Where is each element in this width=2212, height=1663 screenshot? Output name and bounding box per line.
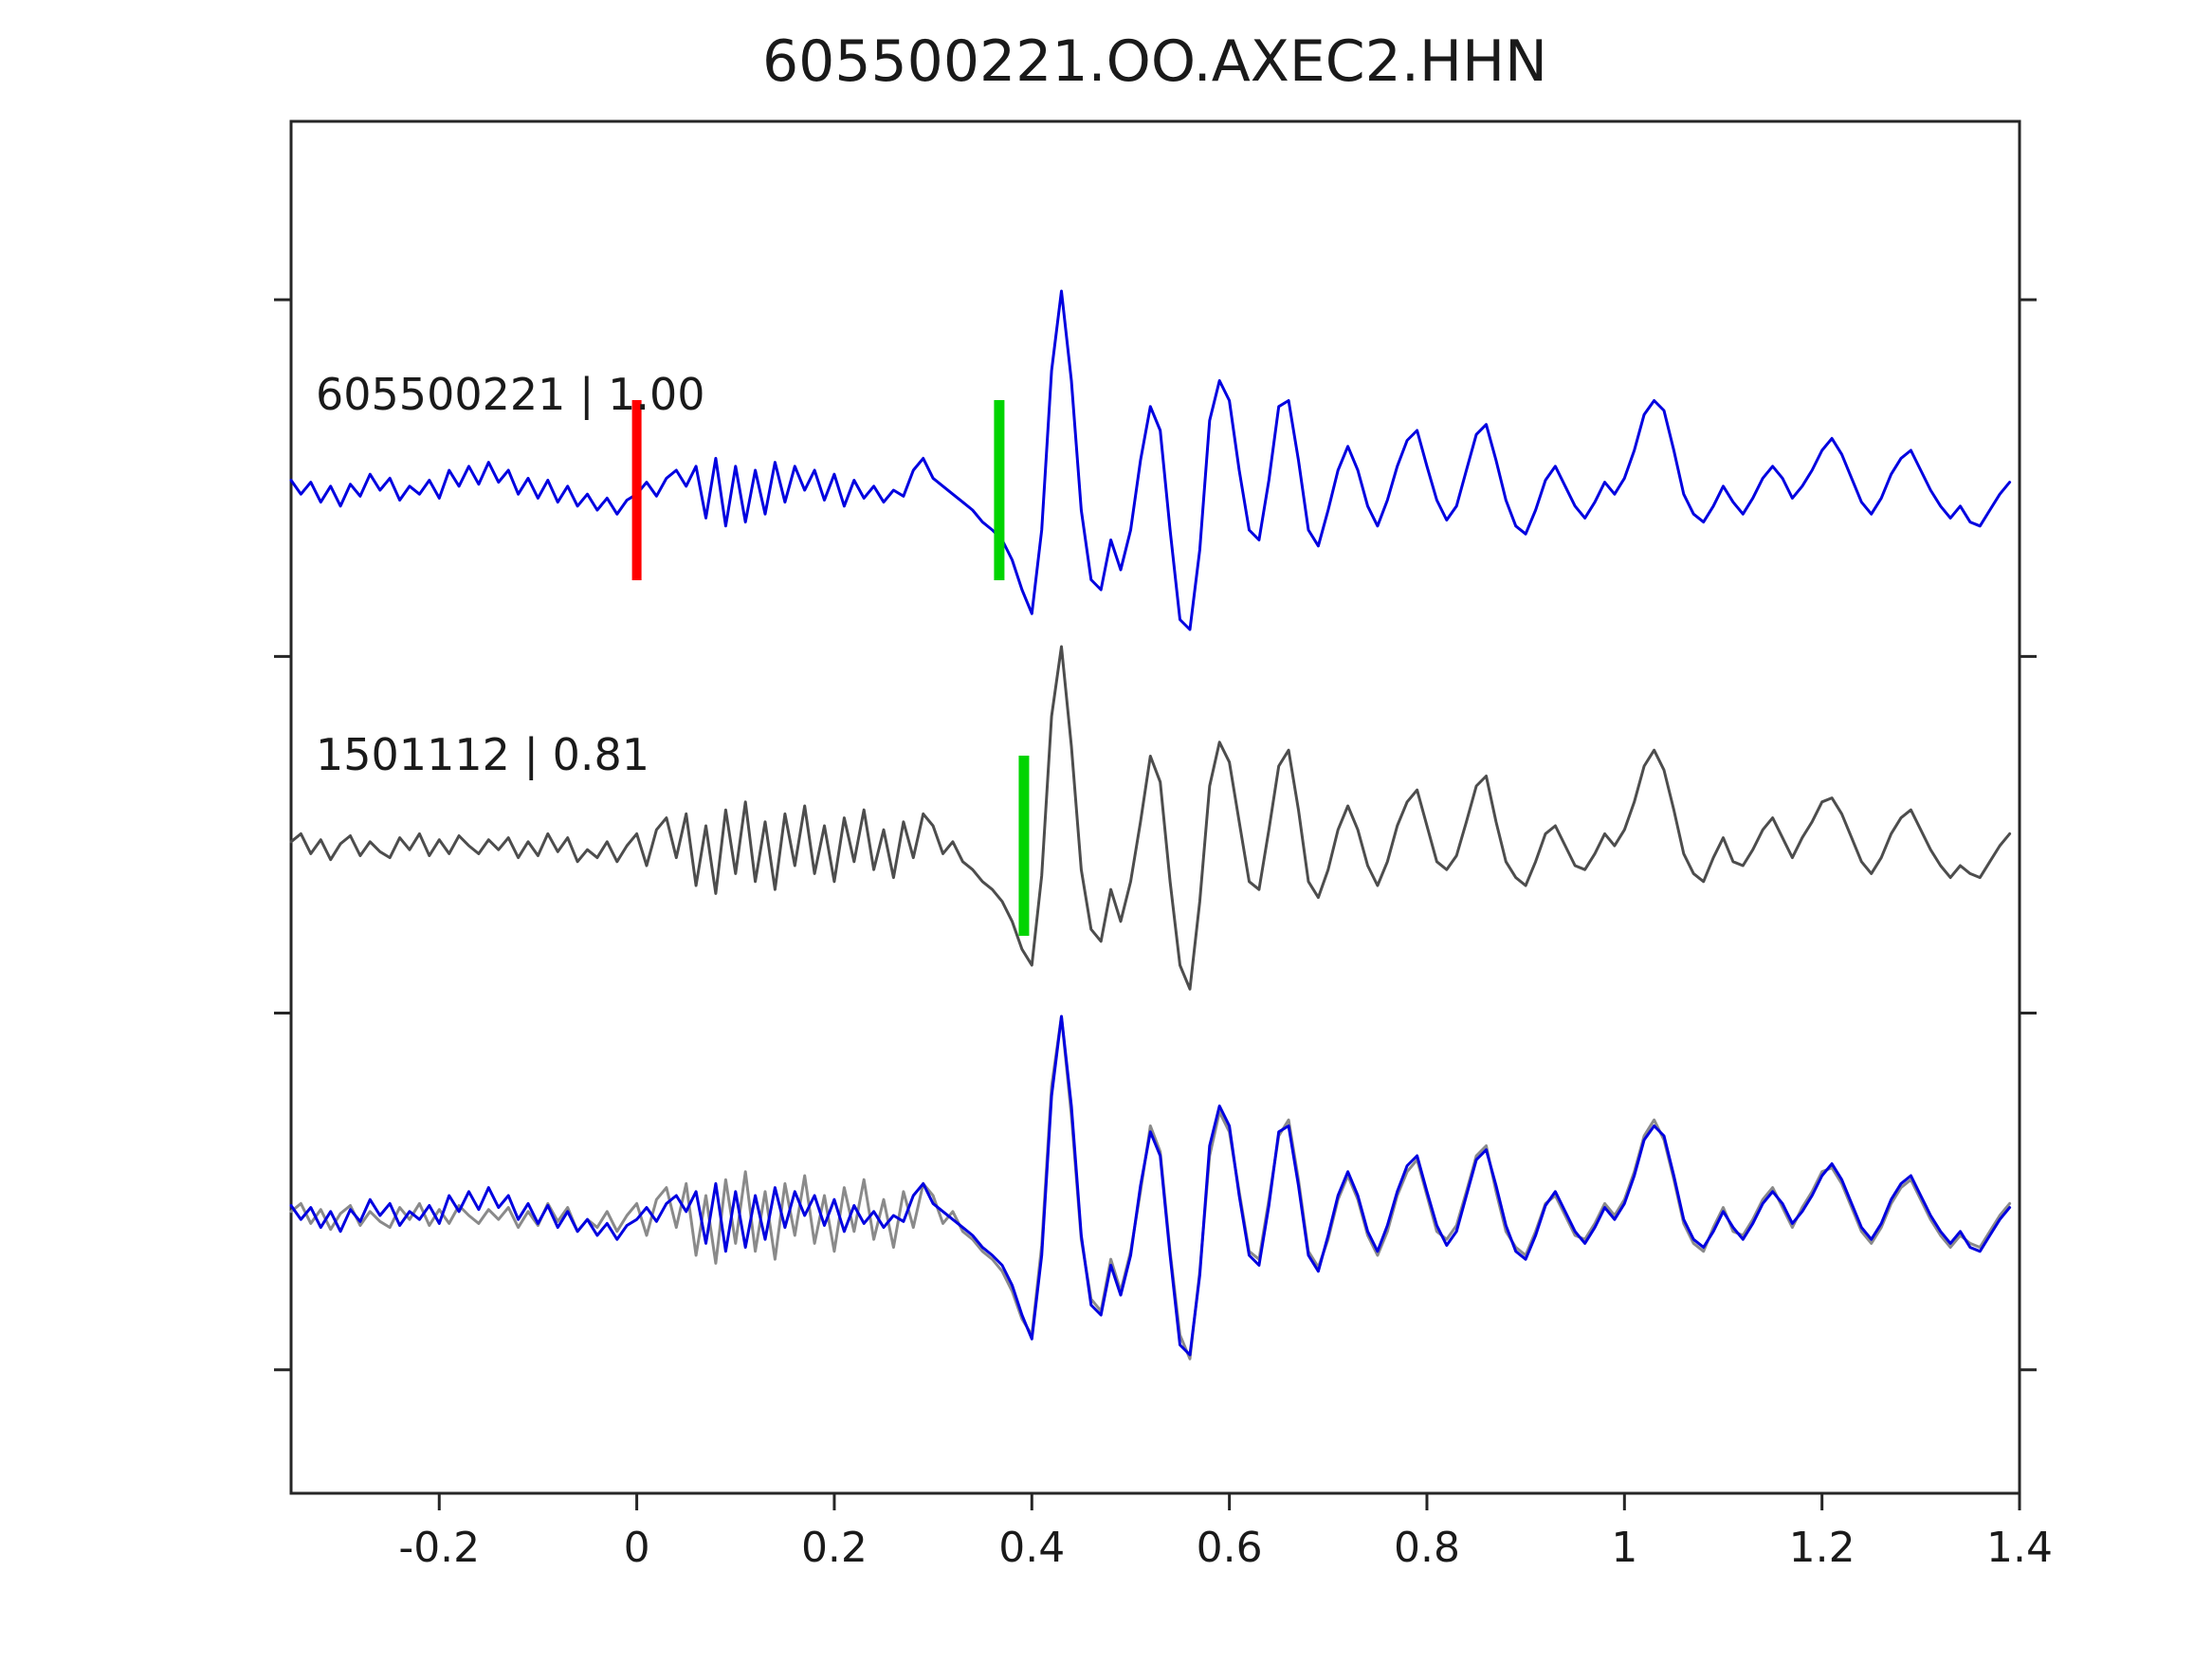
x-tick-label: 1.4 [1986,1524,2053,1572]
detection-trace [289,645,2012,991]
x-axis-ticks [437,1493,2021,1510]
x-axis-tick-labels: -0.2 0 0.2 0.4 0.6 0.8 1 1.2 1.4 [398,1524,2053,1572]
x-tick-label: 0.8 [1394,1524,1460,1572]
y-axis-ticks [274,298,2037,1372]
x-tick-label: 0 [624,1524,650,1572]
x-tick-label: 0.6 [1197,1524,1263,1572]
x-tick-label: 0.2 [801,1524,868,1572]
x-tick-label: -0.2 [398,1524,480,1572]
x-tick-label: 0.4 [998,1524,1065,1572]
plot-frame [289,119,2021,1495]
x-tick-label: 1 [1611,1524,1637,1572]
overlay-template-trace [289,1014,2012,1357]
plot-title: 605500221.OO.AXEC2.HHN [762,28,1547,95]
template-trace [289,289,2012,631]
template-trace-label: 605500221 | 1.00 [316,369,705,421]
detection-trace-label: 1501112 | 0.81 [316,729,649,781]
overlay-detection-trace [289,1014,2012,1361]
x-tick-label: 1.2 [1789,1524,1856,1572]
